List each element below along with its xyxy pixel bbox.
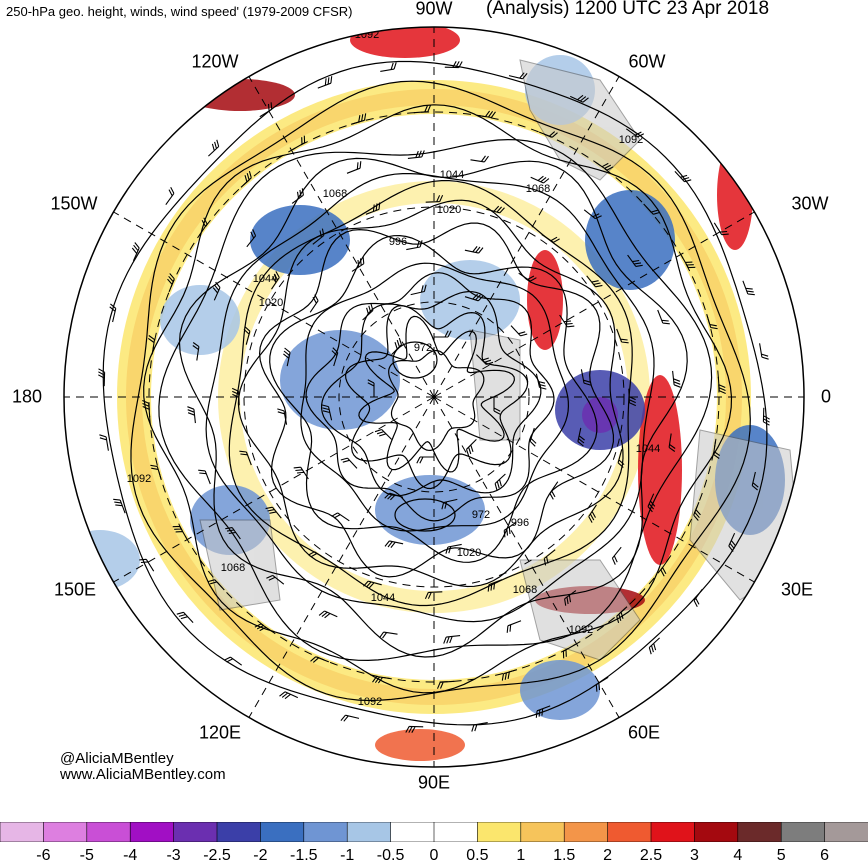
colorbar-tick-label: 2: [603, 847, 613, 864]
lon-label-60e: 60E: [627, 722, 661, 743]
lon-label-90w: 90W: [415, 0, 453, 19]
colorbar-swatch: [216, 822, 262, 842]
colorbar-swatch: [390, 822, 435, 842]
contour-label: 1092: [569, 624, 593, 636]
lon-label-150e: 150E: [53, 579, 97, 600]
colorbar-swatch: [173, 822, 218, 842]
contour-label: 972: [414, 342, 432, 354]
lon-label-60w: 60W: [628, 51, 666, 72]
contour-label: 1020: [437, 204, 461, 216]
lon-label-150w: 150W: [50, 193, 98, 214]
lat-lon-gridlines: [64, 27, 804, 767]
contour-label: 1020: [457, 547, 481, 559]
colorbar-swatch: [780, 822, 826, 842]
colorbar: [0, 822, 868, 842]
contour-label: 1068: [513, 584, 537, 596]
colorbar-tick-label: 1.5: [553, 847, 576, 864]
colorbar-tick-label: -2.5: [203, 847, 231, 864]
contour-label: 1044: [371, 592, 395, 604]
credit-website: www.AliciaMBentley.com: [60, 766, 226, 783]
contour-label: 1092: [619, 134, 643, 146]
contour-label: 1068: [323, 188, 347, 200]
colorbar-swatch: [0, 822, 45, 842]
colorbar-swatch: [650, 822, 696, 842]
colorbar-tick-label: 4: [733, 847, 743, 864]
colorbar-swatch: [520, 822, 565, 842]
colorbar-swatch: [694, 822, 739, 842]
contour-label: 1044: [440, 169, 464, 181]
lon-label-30e: 30E: [780, 579, 814, 600]
colorbar-tick-label: -0.5: [376, 847, 405, 864]
contour-label: 996: [389, 236, 407, 248]
colorbar-tick-label: 2.5: [639, 847, 663, 864]
colorbar-tick-label: -5: [79, 847, 94, 864]
colorbar-swatch: [346, 822, 392, 842]
lon-label-180: 180: [11, 386, 43, 407]
lon-label-30w: 30W: [791, 193, 829, 214]
lon-label-120e: 120E: [198, 722, 242, 743]
contour-label: 1092: [358, 696, 382, 708]
colorbar-swatch: [737, 822, 782, 842]
contour-label: 1020: [259, 297, 283, 309]
contour-label: 1068: [526, 183, 550, 195]
contour-label: 1068: [221, 562, 245, 574]
colorbar-tick-label: 0: [429, 847, 439, 864]
colorbar-tick-label: 0.5: [466, 847, 489, 864]
chart-title-right: (Analysis) 1200 UTC 23 Apr 2018: [486, 0, 770, 19]
chart-title-left: 250-hPa geo. height, winds, wind speed' …: [6, 4, 353, 19]
colorbar-tick-label: -4: [123, 847, 138, 864]
colorbar-swatch: [824, 822, 868, 842]
map-boundary: [63, 26, 805, 768]
colorbar-swatch: [607, 822, 652, 842]
colorbar-tick-label: -2: [253, 847, 268, 864]
colorbar-tick-label: 3: [689, 847, 699, 864]
colorbar-swatch: [129, 822, 175, 842]
contour-label: 972: [472, 509, 490, 521]
lon-label-120w: 120W: [191, 51, 239, 72]
colorbar-swatch: [86, 822, 132, 842]
colorbar-tick-label: 6: [820, 847, 830, 864]
colorbar-swatch: [43, 822, 88, 842]
colorbar-swatch: [260, 822, 305, 842]
colorbar-labels: -6 -5 -4 -3 -2.5 -2 -1.5 -1 -0.5 0 0.5 1 1.5 2 2.5 3 4 5 6: [0, 847, 868, 865]
colorbar-tick-label: 5: [776, 847, 786, 864]
colorbar-swatch: [433, 822, 479, 842]
colorbar-swatch: [303, 822, 348, 842]
colorbar-tick-label: -1.5: [290, 847, 318, 864]
lon-label-0: 0: [820, 386, 832, 407]
contour-label: 996: [511, 517, 529, 529]
coastlines: [199, 59, 801, 661]
colorbar-swatch: [563, 822, 609, 842]
colorbar-tick-label: 1: [516, 847, 526, 864]
wind-barbs: [98, 61, 770, 733]
contour-label: 1092: [127, 473, 151, 485]
contour-labels: 1092 1092 1068 1044 1020 996 1068 1044 1020 972 10…: [127, 29, 660, 708]
colorbar-tick-label: -6: [36, 847, 51, 864]
colorbar-tick-label: -3: [166, 847, 181, 864]
credit-twitter: @AliciaMBentley: [60, 750, 174, 767]
colorbar-tick-label: -1: [340, 847, 355, 864]
colorbar-swatch: [477, 822, 522, 842]
contour-label: 1044: [253, 273, 277, 285]
lon-label-90e: 90E: [417, 772, 451, 793]
contour-label: 1044: [636, 443, 660, 455]
